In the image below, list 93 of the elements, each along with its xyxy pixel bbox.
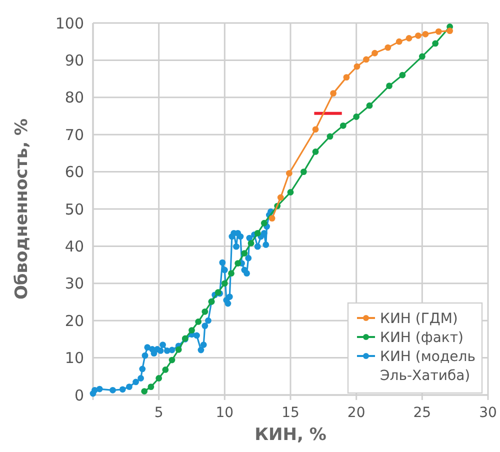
point <box>138 375 144 382</box>
point <box>126 384 132 390</box>
point <box>254 230 261 236</box>
point <box>330 90 336 97</box>
point <box>435 28 442 35</box>
point <box>260 230 268 236</box>
point <box>202 308 208 315</box>
point <box>432 40 439 47</box>
y-tick-label: 60 <box>64 163 84 182</box>
point <box>312 126 319 133</box>
point <box>340 122 346 129</box>
point <box>194 332 200 339</box>
y-tick-label: 30 <box>64 274 84 293</box>
point <box>219 259 226 266</box>
legend-label: КИН (ГДМ) <box>380 311 458 327</box>
point <box>175 346 182 353</box>
point <box>343 74 350 81</box>
point <box>110 386 116 394</box>
point <box>366 102 373 109</box>
point <box>141 388 148 394</box>
point <box>300 168 307 175</box>
point <box>262 242 270 248</box>
y-tick-label: 20 <box>64 312 84 330</box>
point <box>205 317 212 324</box>
x-tick-label: 5 <box>154 405 164 421</box>
point <box>326 133 334 140</box>
point <box>254 243 261 250</box>
point <box>415 32 422 39</box>
point <box>245 254 252 262</box>
point <box>132 378 139 386</box>
point <box>396 38 402 45</box>
point <box>399 72 406 78</box>
point <box>195 318 202 325</box>
y-tick-label: 90 <box>64 51 84 70</box>
point <box>221 280 228 287</box>
point <box>372 50 378 56</box>
legend-label: КИН (модель Эль-Хатиба) <box>380 349 476 384</box>
y-tick-label: 100 <box>55 14 84 32</box>
x-axis-title: КИН, % <box>254 425 326 445</box>
point <box>234 260 242 267</box>
point <box>233 243 240 250</box>
point <box>228 270 234 277</box>
point <box>156 375 162 382</box>
point <box>139 366 146 372</box>
y-axis-title: Обводненность, % <box>12 118 32 300</box>
point <box>142 352 148 359</box>
x-tick-label: 25 <box>413 405 432 421</box>
point <box>286 170 292 176</box>
point <box>237 233 244 240</box>
point <box>198 346 204 354</box>
point <box>268 215 276 222</box>
point <box>248 240 254 246</box>
point <box>363 56 370 63</box>
x-tick-label: 15 <box>282 405 300 421</box>
point <box>148 384 154 390</box>
legend-label: КИН (факт) <box>380 330 464 346</box>
y-tick-label: 80 <box>64 88 84 107</box>
point <box>119 386 126 393</box>
point <box>244 270 250 277</box>
y-tick-label: 10 <box>64 349 84 368</box>
point <box>162 366 169 373</box>
point <box>277 194 284 201</box>
point <box>168 346 176 354</box>
point <box>354 63 360 70</box>
point <box>384 44 392 51</box>
point <box>221 266 228 274</box>
point <box>386 82 392 90</box>
point <box>226 294 233 300</box>
point <box>150 350 158 357</box>
point <box>241 250 248 256</box>
y-tick-label: 50 <box>64 200 84 218</box>
x-tick-label: 30 <box>479 405 497 421</box>
point <box>224 300 232 307</box>
point <box>202 322 208 330</box>
point <box>96 386 103 392</box>
point <box>312 148 319 155</box>
y-tick-label: 0 <box>74 386 84 404</box>
point <box>422 30 429 38</box>
point <box>418 53 426 60</box>
point <box>353 114 360 120</box>
point <box>168 356 176 364</box>
x-tick-label: 20 <box>347 405 366 421</box>
point <box>406 35 412 42</box>
point <box>160 342 166 348</box>
point <box>200 342 207 348</box>
y-tick-label: 40 <box>64 237 84 256</box>
point <box>157 348 164 354</box>
point <box>188 327 195 334</box>
point <box>287 189 294 196</box>
x-tick-label: 10 <box>216 405 234 421</box>
y-tick-label: 70 <box>64 126 84 144</box>
point <box>260 220 268 226</box>
point <box>446 28 454 34</box>
